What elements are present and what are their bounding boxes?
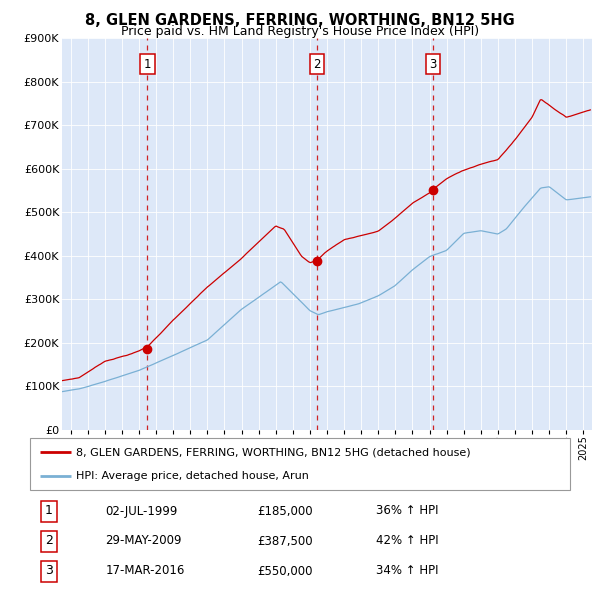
Text: HPI: Average price, detached house, Arun: HPI: Average price, detached house, Arun bbox=[76, 471, 309, 481]
Text: 02-JUL-1999: 02-JUL-1999 bbox=[106, 504, 178, 517]
Text: £387,500: £387,500 bbox=[257, 535, 313, 548]
Text: 42% ↑ HPI: 42% ↑ HPI bbox=[376, 535, 438, 548]
Text: 1: 1 bbox=[143, 58, 151, 71]
Text: 34% ↑ HPI: 34% ↑ HPI bbox=[376, 565, 438, 578]
Text: 1: 1 bbox=[45, 504, 53, 517]
Text: 2: 2 bbox=[45, 535, 53, 548]
Text: 8, GLEN GARDENS, FERRING, WORTHING, BN12 5HG (detached house): 8, GLEN GARDENS, FERRING, WORTHING, BN12… bbox=[76, 447, 470, 457]
Text: 17-MAR-2016: 17-MAR-2016 bbox=[106, 565, 185, 578]
Text: £550,000: £550,000 bbox=[257, 565, 312, 578]
Text: 3: 3 bbox=[45, 565, 53, 578]
Text: Price paid vs. HM Land Registry's House Price Index (HPI): Price paid vs. HM Land Registry's House … bbox=[121, 25, 479, 38]
Text: 2: 2 bbox=[313, 58, 320, 71]
Text: 29-MAY-2009: 29-MAY-2009 bbox=[106, 535, 182, 548]
Text: 3: 3 bbox=[430, 58, 437, 71]
Text: 36% ↑ HPI: 36% ↑ HPI bbox=[376, 504, 438, 517]
Text: 8, GLEN GARDENS, FERRING, WORTHING, BN12 5HG: 8, GLEN GARDENS, FERRING, WORTHING, BN12… bbox=[85, 13, 515, 28]
Text: £185,000: £185,000 bbox=[257, 504, 313, 517]
FancyBboxPatch shape bbox=[30, 438, 570, 490]
